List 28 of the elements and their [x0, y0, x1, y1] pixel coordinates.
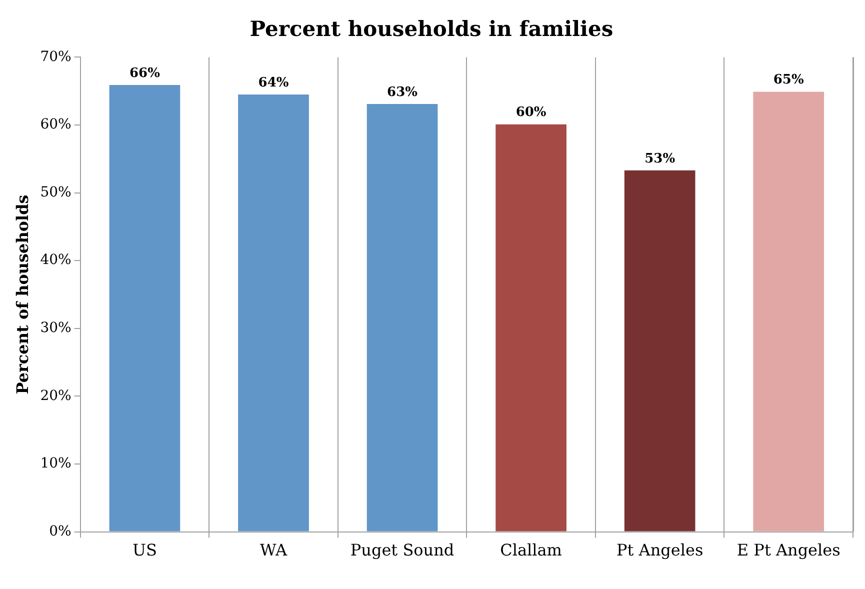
- bar: [366, 104, 438, 532]
- data-label: 60%: [516, 105, 547, 120]
- y-tick-label: 40%: [40, 252, 72, 268]
- data-label: 65%: [773, 72, 804, 88]
- data-label: 53%: [644, 151, 676, 166]
- x-tick-label: US: [132, 540, 157, 560]
- bar: [496, 124, 566, 532]
- x-tick-label: Pt Angeles: [616, 540, 704, 560]
- y-tick-label: 70%: [40, 48, 72, 65]
- y-tick-label: 30%: [40, 320, 72, 336]
- bar: [238, 94, 309, 532]
- x-tick-label: Puget Sound: [350, 540, 454, 560]
- x-tick-label: Clallam: [500, 540, 562, 560]
- bar: [624, 170, 696, 532]
- y-tick-label: 0%: [49, 523, 72, 540]
- y-tick-label: 20%: [40, 388, 72, 404]
- y-tick-label: 50%: [40, 184, 72, 200]
- bar: [753, 92, 824, 532]
- data-label: 66%: [129, 66, 161, 81]
- x-tick-label: WA: [260, 540, 288, 560]
- y-axis-title: Percent of households: [12, 194, 32, 394]
- data-label: 63%: [387, 84, 418, 100]
- y-tick-label: 60%: [40, 116, 72, 133]
- chart-title: Percent households in families: [250, 16, 614, 42]
- x-tick-label: E Pt Angeles: [736, 540, 840, 560]
- data-label: 64%: [258, 75, 290, 90]
- bar: [109, 85, 180, 532]
- y-tick-label: 10%: [40, 456, 72, 472]
